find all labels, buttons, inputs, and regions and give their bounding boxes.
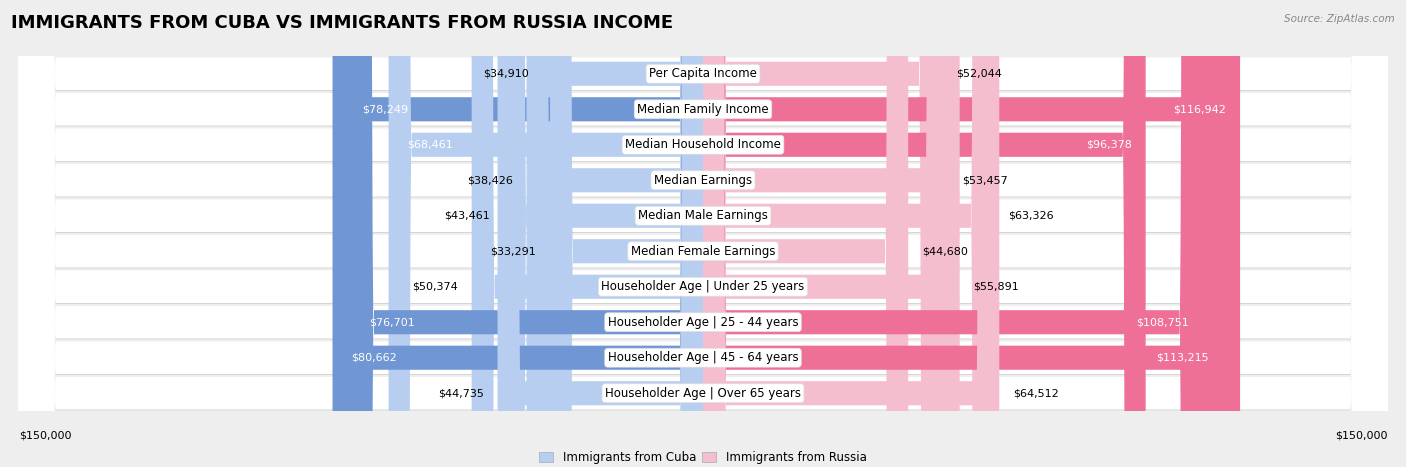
FancyBboxPatch shape [333,0,703,467]
Text: $150,000: $150,000 [18,431,72,440]
FancyBboxPatch shape [18,0,1388,467]
Text: $96,378: $96,378 [1085,140,1132,150]
Text: $53,457: $53,457 [962,175,1008,185]
Text: $43,461: $43,461 [444,211,489,221]
FancyBboxPatch shape [550,0,703,467]
FancyBboxPatch shape [703,0,960,467]
FancyBboxPatch shape [18,0,1388,467]
Text: $68,461: $68,461 [406,140,453,150]
FancyBboxPatch shape [18,0,1388,467]
Text: $33,291: $33,291 [491,246,536,256]
Text: Median Male Earnings: Median Male Earnings [638,209,768,222]
FancyBboxPatch shape [703,0,942,467]
FancyBboxPatch shape [18,0,1388,467]
Text: Householder Age | Under 25 years: Householder Age | Under 25 years [602,280,804,293]
Text: Source: ZipAtlas.com: Source: ZipAtlas.com [1284,14,1395,24]
Text: $64,512: $64,512 [1014,388,1059,398]
Text: Median Family Income: Median Family Income [637,103,769,116]
Text: Median Household Income: Median Household Income [626,138,780,151]
Text: Householder Age | Over 65 years: Householder Age | Over 65 years [605,387,801,400]
Text: $34,910: $34,910 [484,69,529,79]
FancyBboxPatch shape [543,0,703,467]
Text: $76,701: $76,701 [370,317,415,327]
Text: $78,249: $78,249 [361,104,408,114]
Text: $44,735: $44,735 [437,388,484,398]
FancyBboxPatch shape [18,0,1388,467]
FancyBboxPatch shape [18,0,1388,467]
FancyBboxPatch shape [18,0,1388,467]
Text: Median Female Earnings: Median Female Earnings [631,245,775,258]
FancyBboxPatch shape [18,0,1388,467]
FancyBboxPatch shape [703,0,994,467]
Text: $52,044: $52,044 [956,69,1001,79]
Text: IMMIGRANTS FROM CUBA VS IMMIGRANTS FROM RUSSIA INCOME: IMMIGRANTS FROM CUBA VS IMMIGRANTS FROM … [11,14,673,32]
FancyBboxPatch shape [18,0,1388,467]
FancyBboxPatch shape [18,0,1388,467]
FancyBboxPatch shape [526,0,703,467]
FancyBboxPatch shape [18,0,1388,467]
Text: $63,326: $63,326 [1008,211,1053,221]
FancyBboxPatch shape [18,0,1388,467]
Text: $80,662: $80,662 [352,353,396,363]
Text: $108,751: $108,751 [1136,317,1188,327]
FancyBboxPatch shape [18,0,1388,467]
FancyBboxPatch shape [18,0,1388,467]
Text: $44,680: $44,680 [922,246,967,256]
FancyBboxPatch shape [18,0,1388,467]
FancyBboxPatch shape [703,0,1000,467]
FancyBboxPatch shape [18,0,1388,467]
FancyBboxPatch shape [18,0,1388,467]
Text: Median Earnings: Median Earnings [654,174,752,187]
FancyBboxPatch shape [703,0,1240,467]
FancyBboxPatch shape [703,0,908,467]
FancyBboxPatch shape [503,0,703,467]
Text: $38,426: $38,426 [467,175,513,185]
FancyBboxPatch shape [471,0,703,467]
Text: $55,891: $55,891 [973,282,1019,292]
Text: $50,374: $50,374 [412,282,458,292]
FancyBboxPatch shape [343,0,703,467]
Legend: Immigrants from Cuba, Immigrants from Russia: Immigrants from Cuba, Immigrants from Ru… [534,446,872,467]
Text: Householder Age | 25 - 44 years: Householder Age | 25 - 44 years [607,316,799,329]
Text: Householder Age | 45 - 64 years: Householder Age | 45 - 64 years [607,351,799,364]
FancyBboxPatch shape [703,0,1223,467]
FancyBboxPatch shape [703,0,949,467]
FancyBboxPatch shape [703,0,1202,467]
FancyBboxPatch shape [18,0,1388,467]
FancyBboxPatch shape [388,0,703,467]
FancyBboxPatch shape [350,0,703,467]
FancyBboxPatch shape [703,0,1146,467]
Text: $113,215: $113,215 [1157,353,1209,363]
Text: Per Capita Income: Per Capita Income [650,67,756,80]
FancyBboxPatch shape [498,0,703,467]
FancyBboxPatch shape [18,0,1388,467]
Text: $150,000: $150,000 [1334,431,1388,440]
FancyBboxPatch shape [18,0,1388,467]
Text: $116,942: $116,942 [1174,104,1226,114]
